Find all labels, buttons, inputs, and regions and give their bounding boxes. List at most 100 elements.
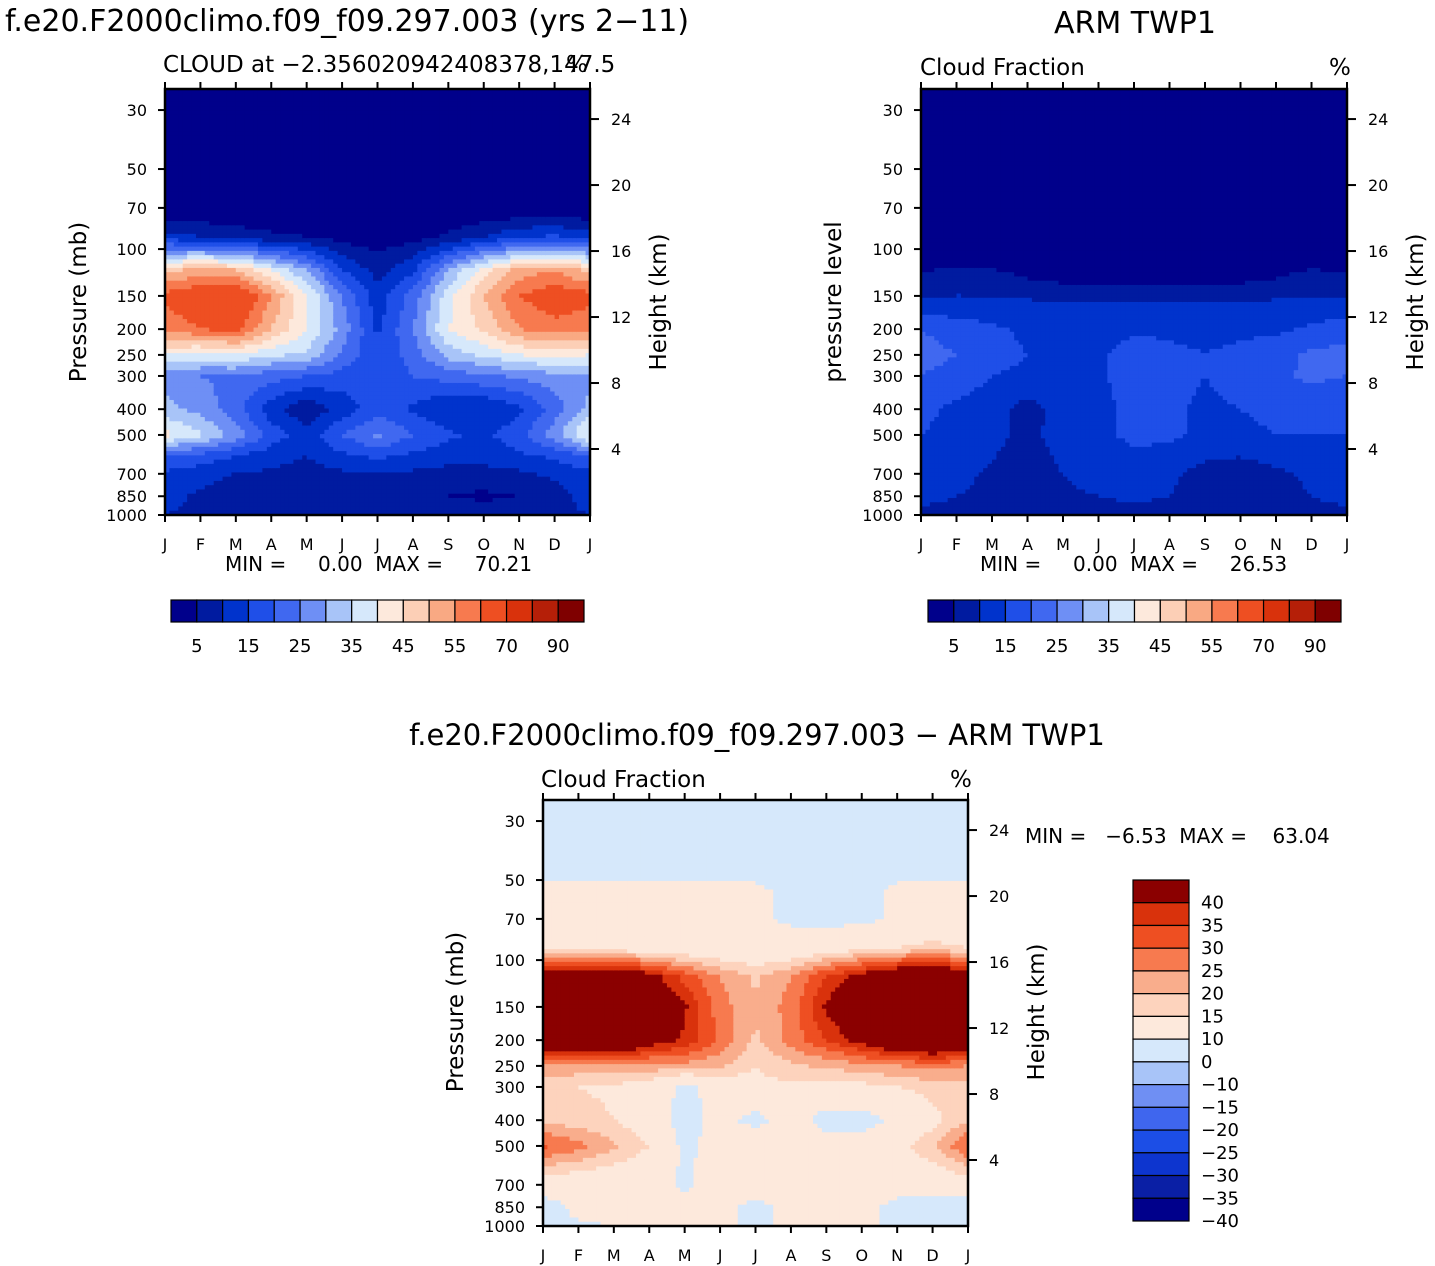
y-tick-label: 300 <box>872 367 903 386</box>
y-tick-label: 150 <box>494 998 525 1017</box>
y-tick-label: 50 <box>505 871 525 890</box>
x-tick-label: J <box>717 1246 723 1265</box>
colorbar-box <box>1133 599 1161 623</box>
contour-field <box>921 89 1348 516</box>
y-tick-label: 100 <box>116 240 147 259</box>
panel-right-ylabel-right: Height (km) <box>1403 233 1429 370</box>
colorbar-box <box>1108 599 1136 623</box>
x-tick-label: F <box>196 535 205 554</box>
colorbar-box <box>480 599 508 623</box>
x-tick-label: S <box>821 1246 831 1265</box>
y-tick-label: 300 <box>116 367 147 386</box>
colorbar-label: −10 <box>1201 1075 1239 1096</box>
x-tick-label: J <box>752 1246 758 1265</box>
colorbar-label: 25 <box>1046 636 1069 657</box>
x-tick-label: M <box>607 1246 621 1265</box>
colorbar-box <box>1082 599 1110 623</box>
colorbar-label: 25 <box>1201 961 1224 982</box>
colorbar-box <box>1132 879 1190 904</box>
x-tick-label: O <box>855 1246 868 1265</box>
colorbar-box <box>1132 1015 1190 1040</box>
colorbar-box <box>557 599 585 623</box>
colorbar-box <box>505 599 533 623</box>
y2-tick-label: 20 <box>1368 176 1388 195</box>
panel-right-subtitle: Cloud Fraction <box>920 55 1085 81</box>
colorbar-box <box>1030 599 1058 623</box>
colorbar-box <box>1185 599 1213 623</box>
colorbar-box <box>247 599 275 623</box>
x-tick-label: J <box>1344 535 1350 554</box>
colorbar-box <box>979 599 1007 623</box>
y-tick-label: 300 <box>494 1078 525 1097</box>
colorbar-box <box>1132 970 1190 995</box>
x-tick-label: M <box>985 535 999 554</box>
y-tick-label: 100 <box>872 240 903 259</box>
colorbar-label: 55 <box>443 636 466 657</box>
x-tick-label: J <box>918 535 924 554</box>
x-tick-label: O <box>1234 535 1247 554</box>
colorbar-label: 35 <box>1201 915 1224 936</box>
panel-left-plot: J F M A M J J A S O N D J 30 50 70 100 150 200 250 300 400 500… <box>106 82 631 554</box>
x-tick-label: D <box>926 1246 938 1265</box>
panel-diff-ylabel-right: Height (km) <box>1024 943 1050 1080</box>
colorbar-box <box>428 599 456 623</box>
y-tick-label: 50 <box>883 160 903 179</box>
y-tick-label: 400 <box>494 1111 525 1130</box>
colorbar-box <box>1132 1106 1190 1131</box>
colorbar-box <box>1132 993 1190 1017</box>
x-tick-label: J <box>162 535 168 554</box>
colorbar-box <box>531 599 559 623</box>
colorbar-label: 35 <box>1097 636 1120 657</box>
colorbar-box <box>1132 902 1190 927</box>
x-tick-label: J <box>540 1246 546 1265</box>
colorbar-label: −20 <box>1201 1120 1239 1141</box>
y2-tick-label: 16 <box>1368 242 1388 261</box>
x-tick-label: J <box>587 535 593 554</box>
colorbar-box <box>1132 1083 1190 1108</box>
y2-tick-label: 4 <box>611 440 621 459</box>
y2-tick-label: 24 <box>989 821 1009 840</box>
x-tick-label: D <box>548 535 560 554</box>
y2-tick-label: 4 <box>1368 440 1378 459</box>
contour-field <box>543 800 969 1227</box>
x-tick-label: S <box>443 535 453 554</box>
x-tick-label: J <box>374 535 380 554</box>
colorbar-label: 35 <box>340 636 363 657</box>
y-tick-label: 70 <box>883 199 903 218</box>
y-tick-label: 700 <box>116 465 147 484</box>
x-tick-label: S <box>1200 535 1210 554</box>
y-tick-label: 850 <box>116 487 147 506</box>
y-tick-label: 250 <box>872 346 903 365</box>
colorbar-box <box>299 599 327 623</box>
x-tick-label: A <box>1164 535 1175 554</box>
colorbar-box <box>1132 1152 1190 1177</box>
y-tick-label: 30 <box>505 812 525 831</box>
colorbar-box <box>454 599 482 623</box>
colorbar-label: 20 <box>1201 984 1224 1005</box>
x-tick-label: N <box>513 535 525 554</box>
y-tick-label: 50 <box>127 160 147 179</box>
panel-left-ylabel: Pressure (mb) <box>66 222 92 382</box>
colorbar-label: 30 <box>1201 938 1224 959</box>
y-tick-label: 150 <box>116 287 147 306</box>
x-tick-label: A <box>1022 535 1033 554</box>
y-tick-label: 400 <box>116 400 147 419</box>
colorbar-box <box>351 599 379 623</box>
colorbar-box <box>1237 599 1265 623</box>
panel-diff-subtitle: Cloud Fraction <box>541 767 706 793</box>
panel-diff-ylabel: Pressure (mb) <box>443 932 469 1092</box>
x-tick-label: J <box>965 1246 971 1265</box>
y-tick-label: 1000 <box>484 1217 525 1236</box>
colorbar-label: −40 <box>1201 1211 1239 1232</box>
colorbar-box <box>1132 1038 1190 1063</box>
colorbar-label: 5 <box>191 636 202 657</box>
colorbar-label: 5 <box>948 636 959 657</box>
panel-left-title: f.e20.F2000climo.f09_f09.297.003 (yrs 2−… <box>5 4 689 39</box>
contour-field <box>165 89 591 516</box>
colorbar-box <box>402 599 430 623</box>
y2-tick-label: 8 <box>989 1085 999 1104</box>
y-tick-label: 250 <box>116 346 147 365</box>
y-tick-label: 1000 <box>862 506 903 525</box>
y-tick-label: 850 <box>872 487 903 506</box>
colorbar-box <box>1288 599 1316 623</box>
